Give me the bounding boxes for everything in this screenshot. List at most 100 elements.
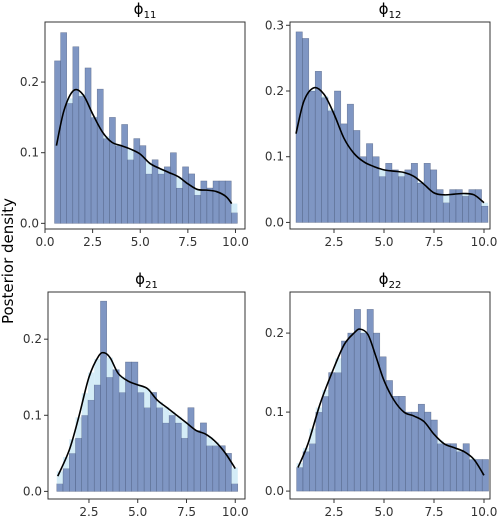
histogram-bar (206, 187, 214, 224)
histogram-bar (175, 422, 182, 492)
y-tick-label: 0.3 (265, 18, 284, 32)
panel-title: ϕ21 (135, 270, 158, 291)
histogram-bar (359, 156, 367, 223)
histogram-bar (231, 483, 239, 492)
y-tick-label: 0.1 (265, 150, 284, 164)
histogram-bar (60, 32, 67, 224)
histogram-bar (72, 46, 80, 224)
histogram-bar (231, 212, 238, 224)
density-overlay (127, 149, 134, 160)
histogram-bar (151, 159, 159, 224)
histogram-bar (378, 176, 386, 223)
histogram-bar (75, 437, 82, 492)
histogram-bar (182, 166, 189, 224)
density-overlay (212, 442, 220, 446)
histogram-bar (405, 411, 413, 492)
histogram-bar (156, 407, 164, 492)
density-overlay (162, 406, 170, 423)
histogram-bar (481, 459, 489, 492)
histogram-bar (212, 445, 220, 492)
density-curve (295, 86, 485, 204)
x-tick-label: 7.5 (424, 505, 443, 519)
y-tick-label: 0.1 (20, 146, 39, 160)
histogram-bar (302, 38, 310, 223)
histogram-bar (93, 384, 101, 492)
histogram-bar (168, 415, 176, 492)
histogram-bar (437, 443, 445, 492)
histogram-bar (181, 437, 189, 492)
density-curve (297, 328, 485, 476)
density-overlay (437, 440, 444, 444)
x-tick-label: 2.5 (324, 235, 343, 249)
title-subscript: 22 (389, 280, 402, 291)
histogram-bar (423, 163, 431, 223)
panel-border (44, 21, 246, 230)
density-overlay (78, 94, 85, 97)
x-tick-label: 5.0 (128, 505, 147, 519)
histogram-bar (334, 90, 342, 223)
histogram-bar (314, 71, 322, 223)
panel-border (47, 291, 246, 500)
panel-border (289, 291, 491, 500)
histogram-bar (391, 169, 399, 223)
density-overlay (456, 449, 463, 452)
histogram-bar (162, 422, 170, 492)
x-tick-label: 2.5 (324, 505, 343, 519)
density-overlay (181, 421, 188, 439)
histogram-bar (481, 205, 489, 223)
histogram-bar (410, 163, 418, 223)
histogram-bar (346, 103, 354, 223)
histogram-bar (163, 166, 171, 224)
density-overlay (322, 389, 329, 397)
histogram-bar (443, 443, 451, 492)
density-overlay (443, 194, 450, 203)
histogram-bar (62, 468, 70, 492)
x-tick-label: 10.0 (471, 235, 498, 249)
histogram-bar (170, 152, 177, 224)
density-overlay (106, 357, 113, 378)
y-tick-label: 0.0 (23, 484, 42, 498)
histogram-bar (127, 159, 135, 224)
panel-phi-11: ϕ11 0.0 2.5 5.0 7.5 10.0 0.0 0.1 0.2 (20, 0, 249, 249)
title-symbol: ϕ (135, 270, 145, 288)
histogram-bar (308, 90, 316, 223)
panel-border (289, 21, 491, 230)
density-overlay (75, 417, 82, 439)
histogram-bar (474, 189, 482, 223)
histogram-bar (112, 369, 120, 492)
title-subscript: 12 (389, 10, 402, 21)
histogram-bar (366, 309, 374, 492)
histogram-bar (321, 97, 329, 223)
histogram-bar (353, 130, 361, 223)
histogram-bar (341, 340, 349, 492)
histogram-bar (442, 202, 450, 223)
histogram-bar (360, 332, 368, 492)
histogram-bar (462, 195, 470, 223)
histogram-bar (69, 453, 76, 492)
histogram-bar (100, 300, 107, 492)
panel-title: ϕ12 (379, 0, 402, 21)
histogram-bar (118, 392, 126, 492)
histogram-bar (404, 169, 412, 223)
title-subscript: 11 (144, 10, 157, 21)
histogram-bar (430, 169, 438, 223)
plot-area (295, 31, 489, 223)
histogram-bar (187, 407, 195, 492)
density-overlay (169, 411, 176, 416)
histogram-bar (121, 124, 128, 224)
x-tick-label: 7.5 (178, 235, 197, 249)
histogram-bar (103, 138, 110, 224)
x-tick-label: 7.5 (424, 235, 443, 249)
density-overlay (63, 457, 70, 469)
density-overlay (335, 358, 342, 373)
plot-area (56, 300, 239, 492)
histogram-bar (398, 176, 406, 223)
density-overlay (175, 416, 182, 423)
x-tick-label: 10.0 (471, 505, 498, 519)
x-tick-label: 5.0 (131, 235, 150, 249)
density-overlay (481, 202, 488, 206)
density-overlay (176, 177, 183, 189)
density-overlay (87, 372, 95, 401)
x-tick-label: 10.0 (222, 235, 249, 249)
density-overlay (308, 90, 316, 91)
